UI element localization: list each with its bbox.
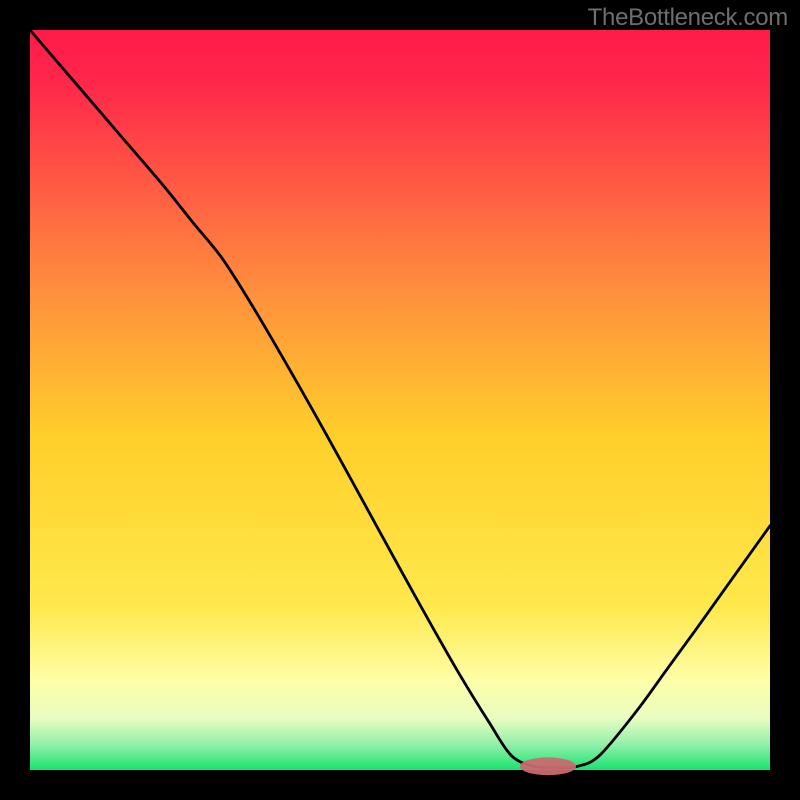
watermark-text: TheBottleneck.com — [588, 4, 788, 32]
bottleneck-chart — [0, 0, 800, 800]
plot-background — [30, 30, 770, 770]
chart-frame: TheBottleneck.com — [0, 0, 800, 800]
optimal-marker — [520, 757, 576, 775]
